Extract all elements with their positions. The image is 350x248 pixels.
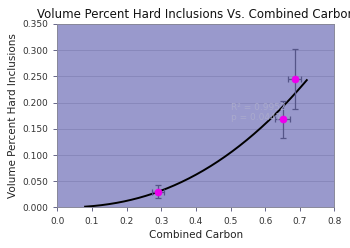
X-axis label: Combined Carbon: Combined Carbon xyxy=(149,230,243,240)
Point xyxy=(280,117,285,121)
Y-axis label: Volume Percent Hard Inclusions: Volume Percent Hard Inclusions xyxy=(8,33,18,198)
Point xyxy=(292,77,298,81)
Text: R² = 0.9952
p = 0.0447: R² = 0.9952 p = 0.0447 xyxy=(231,103,285,122)
Title: Volume Percent Hard Inclusions Vs. Combined Carbon: Volume Percent Hard Inclusions Vs. Combi… xyxy=(37,8,350,21)
Point xyxy=(155,190,161,194)
